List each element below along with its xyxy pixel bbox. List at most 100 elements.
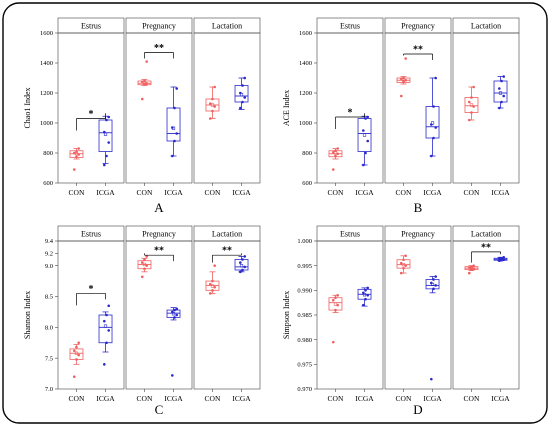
facet-plot-area [452, 240, 520, 390]
significance-marker: * [348, 108, 353, 119]
data-point [75, 155, 78, 159]
facet-label: Pregnancy [401, 22, 435, 31]
significance-marker: ** [413, 45, 423, 56]
x-tick-label: CON [137, 394, 153, 403]
facet-plot-area [57, 240, 125, 390]
y-axis-label: ACE Index [282, 90, 291, 126]
data-point [336, 147, 339, 150]
data-point [243, 76, 247, 80]
y-tick-label: 9.0 [45, 263, 53, 270]
data-point [404, 254, 407, 258]
data-point [467, 100, 471, 104]
data-point [434, 284, 438, 287]
box-con [205, 85, 220, 120]
data-point [103, 319, 106, 323]
data-point [402, 80, 405, 84]
box-iqr [98, 314, 113, 344]
facet-label: Lactation [212, 230, 242, 239]
data-point [331, 298, 335, 302]
data-point [331, 168, 335, 171]
data-point [103, 363, 106, 366]
box-con [464, 85, 479, 122]
facet-estrus: Estrus CON ICGA * [57, 17, 125, 197]
box-con [328, 293, 343, 344]
box-icga [234, 76, 249, 110]
data-point [430, 123, 433, 126]
box-iqr [234, 259, 249, 271]
data-point [430, 281, 433, 285]
facet-lactation: Lactation CON ICGA ** [193, 225, 261, 403]
data-point [213, 85, 216, 89]
data-point [72, 168, 76, 171]
box-icga [493, 255, 508, 263]
chart-panel-D: Simpson Index 0.970 0.975 0.980 0.985 0.990 0.… [282, 225, 520, 417]
y-tick-label: 0.995 [297, 263, 312, 270]
data-point [143, 267, 146, 271]
data-point [404, 264, 407, 267]
facet-plot-area [125, 32, 193, 184]
data-point [366, 293, 370, 297]
data-point [502, 75, 506, 78]
y-tick-label: 0.990 [297, 288, 312, 295]
data-point [432, 105, 435, 108]
y-axis-label: Shannon Index [23, 291, 32, 339]
data-point [107, 115, 111, 119]
data-point [211, 289, 214, 292]
facet-label: Lactation [471, 22, 501, 31]
data-point [75, 345, 78, 349]
box-mean [362, 293, 367, 297]
data-point [211, 279, 214, 283]
data-point [241, 268, 244, 272]
facet-plot-area [384, 32, 452, 184]
facet-label: Pregnancy [142, 230, 176, 239]
data-point [143, 258, 146, 261]
data-point [175, 132, 179, 135]
facet-lactation: Lactation CON ICGA ** [452, 225, 520, 403]
chart-panel-C: Shannon Index7.07.58.08.59.09.29.4Estrus… [23, 225, 261, 417]
facet-pregnancy: Pregnancy CON ICGA [384, 225, 452, 403]
x-tick-label: ICGA [96, 188, 115, 197]
y-tick-label: 600 [43, 180, 53, 187]
box-mean [362, 133, 367, 137]
data-point [399, 261, 403, 265]
data-point [239, 106, 242, 110]
data-point [366, 286, 370, 290]
data-point [243, 255, 247, 258]
data-point [239, 270, 242, 274]
data-point [402, 258, 405, 262]
data-point [336, 303, 339, 307]
data-point [366, 139, 370, 143]
y-tick-label: 0.980 [297, 337, 312, 344]
data-point [243, 96, 247, 99]
data-point [470, 111, 473, 114]
box-mean [171, 312, 176, 316]
box-iqr [166, 107, 181, 142]
data-point [75, 150, 78, 153]
box-con [396, 254, 411, 275]
x-tick-label: CON [464, 394, 480, 403]
box-mean [103, 132, 108, 136]
data-point [366, 115, 370, 119]
data-point [241, 258, 244, 261]
panel-letter: C [155, 402, 164, 417]
data-point [402, 266, 405, 270]
facet-label: Estrus [340, 230, 360, 239]
box-con [328, 147, 343, 171]
data-point [399, 94, 403, 98]
facet-plot-area [316, 32, 384, 184]
facet-pregnancy: Pregnancy CON ICGA ** [384, 17, 452, 197]
box-con [137, 60, 152, 101]
facet-estrus: Estrus CON ICGA * [57, 225, 125, 403]
data-point [171, 374, 174, 377]
data-point [107, 141, 111, 144]
facet-lactation: Lactation CON ICGA [193, 17, 261, 197]
data-point [143, 79, 146, 83]
y-tick-label: 1400 [299, 60, 312, 67]
box-mean [401, 263, 406, 267]
data-point [145, 255, 148, 258]
significance-marker: ** [154, 246, 164, 257]
box-icga [425, 275, 440, 381]
box-icga [166, 307, 181, 377]
y-tick-label: 800 [43, 150, 53, 157]
